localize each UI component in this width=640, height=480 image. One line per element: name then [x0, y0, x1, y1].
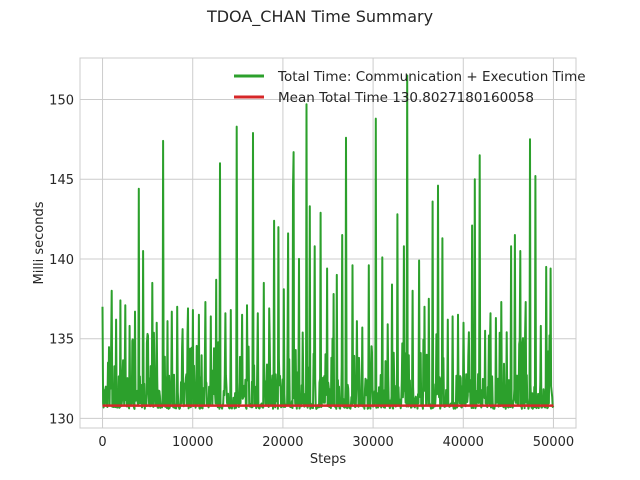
x-tick-label: 40000: [443, 435, 484, 450]
y-axis-label: Milli seconds: [32, 201, 47, 284]
x-tick-label: 0: [98, 435, 106, 450]
y-tick-label: 130: [49, 412, 74, 427]
series-line-total-time: [101, 74, 555, 410]
x-axis-label: Steps: [310, 452, 347, 467]
y-tick-label: 135: [49, 333, 74, 348]
y-tick-label: 140: [49, 253, 74, 268]
x-axis-ticks: 0 10000 20000 30000 40000 50000: [98, 435, 574, 450]
x-tick-label: 10000: [172, 435, 213, 450]
x-tick-label: 20000: [262, 435, 303, 450]
legend-label-mean-total-time: Mean Total Time 130.8027180160058: [278, 90, 534, 106]
x-tick-label: 50000: [533, 435, 574, 450]
y-tick-label: 145: [49, 173, 74, 188]
legend: Total Time: Communication + Execution Ti…: [234, 69, 586, 106]
series-total-time: [101, 74, 555, 410]
chart-title: TDOA_CHAN Time Summary: [206, 7, 433, 27]
x-tick-label: 30000: [352, 435, 393, 450]
y-tick-label: 150: [49, 93, 74, 108]
y-axis-ticks: 130 135 140 145 150: [49, 93, 74, 427]
legend-label-total-time: Total Time: Communication + Execution Ti…: [277, 69, 586, 85]
